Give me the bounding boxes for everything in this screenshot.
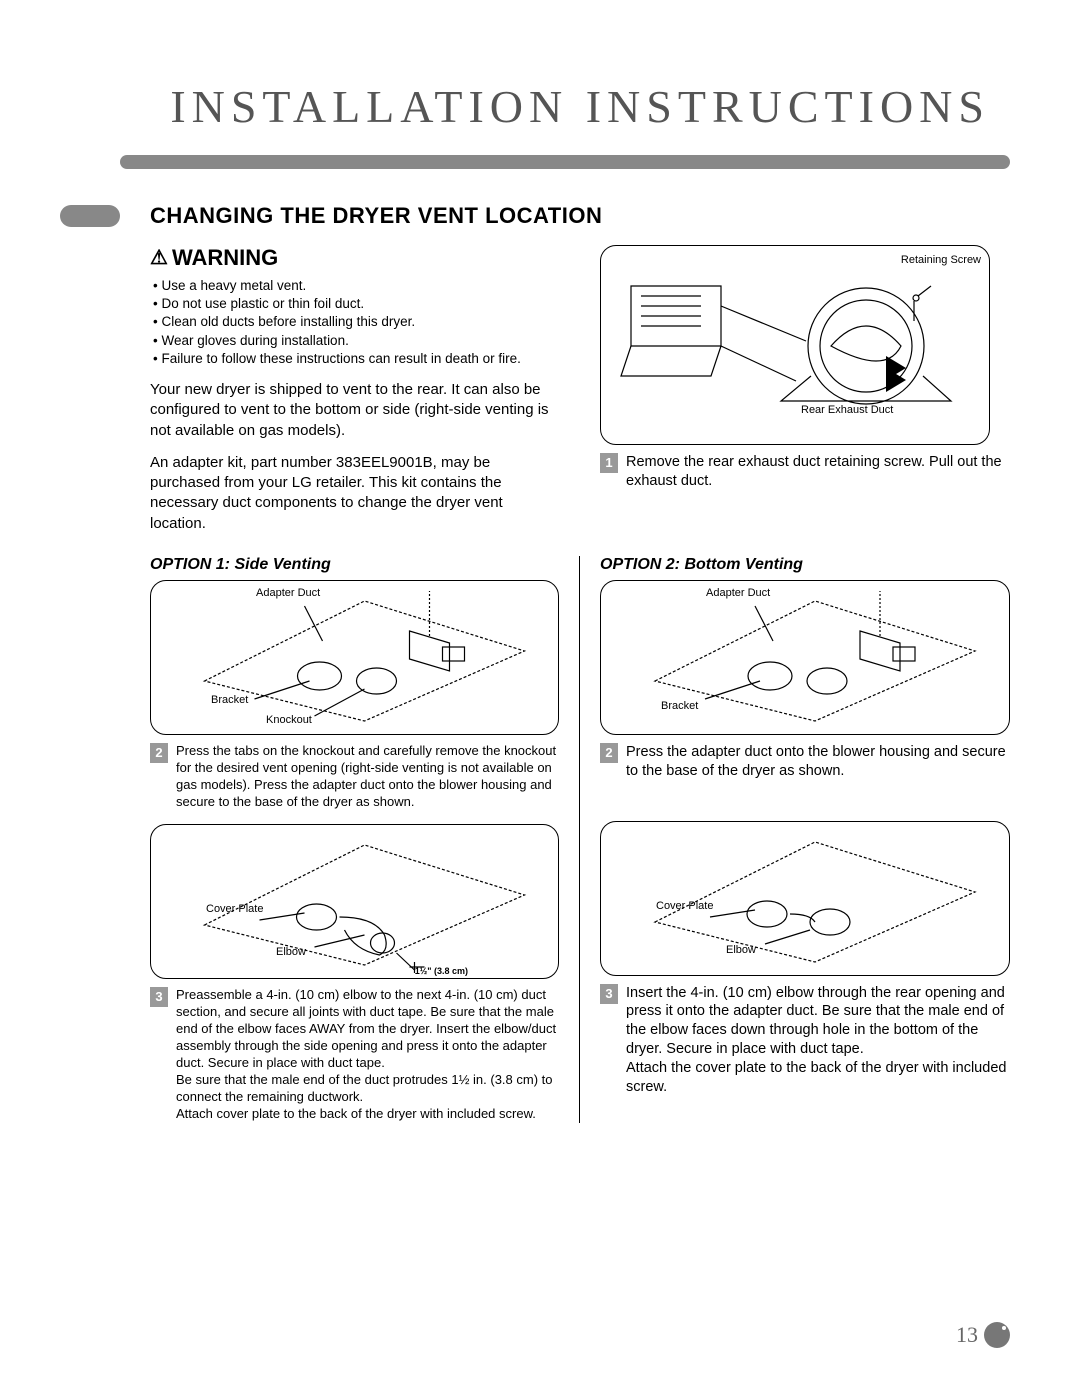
label-cover-plate: Cover Plate (656, 900, 713, 912)
warning-bullet: • Clean old ducts before installing this… (150, 313, 560, 331)
page-title: INSTALLATION INSTRUCTIONS (70, 80, 990, 133)
warning-bullet: • Use a heavy metal vent. (150, 277, 560, 295)
warning-bullet: • Wear gloves during installation. (150, 332, 560, 350)
intro-paragraph: An adapter kit, part number 383EEL9001B,… (150, 453, 560, 534)
figure-option1-b: Cover Plate Elbow 1½" (3.8 cm) (150, 824, 559, 979)
label-knockout: Knockout (266, 714, 312, 726)
label-cover-plate: Cover Plate (206, 903, 263, 915)
page-number: 13 (956, 1322, 978, 1348)
step-badge: 2 (150, 743, 168, 763)
intro-paragraph: Your new dryer is shipped to vent to the… (150, 380, 560, 441)
step-text: Press the adapter duct onto the blower h… (626, 743, 1010, 781)
label-bracket: Bracket (211, 694, 248, 706)
label-bracket: Bracket (661, 700, 698, 712)
page-footer: 13 (956, 1322, 1010, 1348)
label-retaining-screw: Retaining Screw (901, 254, 981, 266)
label-elbow: Elbow (726, 944, 756, 956)
step-text: Press the tabs on the knockout and caref… (176, 743, 559, 811)
warning-bullet: • Do not use plastic or thin foil duct. (150, 295, 560, 313)
figure-option2-a: Adapter Duct Bracket (600, 580, 1010, 735)
warning-heading: ⚠ WARNING (150, 245, 560, 271)
step-text: Insert the 4-in. (10 cm) elbow through t… (626, 984, 1010, 1097)
label-dimension: 1½" (3.8 cm) (415, 967, 468, 977)
label-adapter-duct: Adapter Duct (256, 587, 320, 599)
label-elbow: Elbow (276, 946, 306, 958)
step-text: Remove the rear exhaust duct retaining s… (626, 453, 1010, 491)
figure-option1-a: Adapter Duct Bracket Knockout (150, 580, 559, 735)
option2-title: OPTION 2: Bottom Venting (600, 556, 1010, 574)
step-text: Preassemble a 4-in. (10 cm) elbow to the… (176, 987, 559, 1122)
figure-option2-b: Cover Plate Elbow (600, 821, 1010, 976)
step-badge: 3 (600, 984, 618, 1004)
step-badge: 2 (600, 743, 618, 763)
option1-title: OPTION 1: Side Venting (150, 556, 559, 574)
step-badge: 1 (600, 453, 618, 473)
warning-label: WARNING (172, 245, 278, 271)
step-badge: 3 (150, 987, 168, 1007)
brand-logo-icon (984, 1322, 1010, 1348)
warning-bullet: • Failure to follow these instructions c… (150, 350, 560, 368)
warning-icon: ⚠ (150, 248, 168, 268)
divider-bar (70, 151, 1010, 173)
section-title: CHANGING THE DRYER VENT LOCATION (150, 203, 602, 229)
label-rear-exhaust: Rear Exhaust Duct (801, 404, 893, 416)
warning-list: • Use a heavy metal vent. • Do not use p… (150, 277, 560, 368)
label-adapter-duct: Adapter Duct (706, 587, 770, 599)
section-header: CHANGING THE DRYER VENT LOCATION (70, 203, 1010, 233)
figure-rear-exhaust: Retaining Screw Rear Exhaust Duct (600, 245, 990, 445)
